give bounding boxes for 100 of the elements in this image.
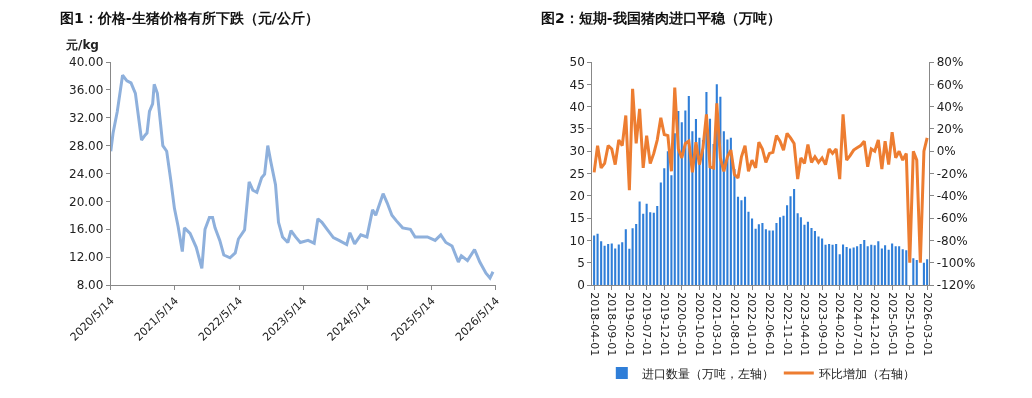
bar <box>880 248 883 285</box>
x-tick-label: 2019-07-01 <box>640 292 654 357</box>
y-tick-label: 8.00 <box>76 278 104 293</box>
x-tick-label: 2026-03-01 <box>920 292 934 357</box>
bar <box>849 248 852 285</box>
bar <box>905 250 908 285</box>
y2-tick-label: -80% <box>936 233 968 248</box>
y-tick-label: 32.00 <box>69 110 104 125</box>
y-tick-label: 28.00 <box>69 138 104 153</box>
x-tick-label: 2021-03-01 <box>710 292 724 357</box>
bar <box>894 246 897 285</box>
y-axis-title: 元/kg <box>65 38 99 52</box>
x-tick-label: 2025-10-01 <box>903 292 917 357</box>
bar <box>877 241 880 285</box>
x-tick-label: 2022-01-01 <box>745 292 759 357</box>
bar <box>740 200 743 285</box>
y-tick-label: 0 <box>577 278 585 293</box>
bar <box>768 230 771 285</box>
x-tick-label: 2022-06-01 <box>762 292 776 357</box>
y-tick-label: 50 <box>569 55 585 70</box>
bar <box>796 213 799 285</box>
x-tick-label: 2024-07-01 <box>850 292 864 357</box>
bar <box>856 246 859 285</box>
y-tick-label: 25 <box>569 166 585 181</box>
bar <box>859 243 862 285</box>
bar <box>866 246 869 285</box>
x-tick-label: 2025-05-01 <box>885 292 899 357</box>
bar <box>922 262 925 285</box>
bar <box>764 229 767 285</box>
bar <box>656 206 659 285</box>
bar <box>635 223 638 285</box>
y2-tick-label: 80% <box>936 55 964 70</box>
x-tick-label: 2022-11-01 <box>780 292 794 357</box>
bar <box>873 245 876 285</box>
y-tick-label: 16.00 <box>69 222 104 237</box>
bar <box>828 243 831 285</box>
bar <box>754 228 757 285</box>
bar <box>799 217 802 285</box>
line-series <box>110 73 495 280</box>
y2-tick-label: 40% <box>936 99 964 114</box>
bar <box>603 245 606 285</box>
bar <box>684 110 687 285</box>
x-tick-label: 2021-08-01 <box>727 292 741 357</box>
y2-tick-label: -100% <box>936 255 976 270</box>
x-tick-label: 2020-05-01 <box>675 292 689 357</box>
bar <box>761 223 764 285</box>
bar <box>645 203 648 285</box>
bar <box>610 243 613 285</box>
bar <box>666 151 669 285</box>
bar <box>870 244 873 285</box>
bar <box>835 243 838 285</box>
bar <box>821 238 824 285</box>
bar <box>884 245 887 285</box>
x-tick-label: 2023-09-01 <box>815 292 829 357</box>
y2-tick-label: 20% <box>936 122 964 137</box>
bar <box>845 247 848 285</box>
bar <box>638 201 641 285</box>
y-tick-label: 30 <box>569 144 585 159</box>
bar <box>722 131 725 285</box>
y-tick-label: 20 <box>569 189 585 203</box>
bar <box>863 239 866 285</box>
bar <box>912 258 915 285</box>
bar <box>898 246 901 285</box>
y-tick-label: 5 <box>577 255 585 270</box>
y-tick-label: 15 <box>569 211 585 226</box>
bar <box>813 231 816 285</box>
bar <box>617 244 620 285</box>
y-tick-label: 35 <box>569 122 585 137</box>
bar <box>736 196 740 285</box>
y-tick-label: 20.00 <box>69 194 104 209</box>
bar <box>743 196 747 285</box>
y-tick-label: 10 <box>569 233 585 248</box>
line-series <box>592 86 929 265</box>
y2-tick-label: -20% <box>936 166 968 181</box>
bar <box>607 243 610 285</box>
bar <box>901 249 904 285</box>
bar <box>778 217 782 285</box>
bar <box>793 189 796 285</box>
bar <box>614 248 617 285</box>
chart-title: 图1：价格-生猪价格有所下跌（元/公斤） <box>60 10 319 26</box>
legend-label: 进口数量（万吨，左轴） <box>641 366 774 381</box>
y2-tick-label: 0% <box>936 144 956 159</box>
y-tick-label: 40 <box>569 99 585 114</box>
y2-tick-label: -60% <box>936 211 968 226</box>
bar <box>663 168 666 285</box>
bar <box>621 242 624 285</box>
bar <box>915 260 918 285</box>
chart-title: 图2：短期-我国猪肉进口平稳（万吨） <box>541 10 781 26</box>
x-tick-label: 2018-09-01 <box>605 292 619 357</box>
bar <box>757 224 760 285</box>
x-tick-label: 2019-12-01 <box>657 292 671 357</box>
x-tick-label: 2023-04-01 <box>797 292 811 357</box>
y-tick-label: 40.00 <box>69 55 104 70</box>
bar <box>631 228 634 285</box>
x-tick-label: 2020-10-01 <box>692 292 706 357</box>
y-tick-label: 24.00 <box>69 166 104 181</box>
bar <box>926 259 929 285</box>
y2-tick-label: -120% <box>936 278 976 293</box>
y2-tick-label: 60% <box>936 77 964 92</box>
x-tick-label: 2019-02-01 <box>622 292 636 357</box>
